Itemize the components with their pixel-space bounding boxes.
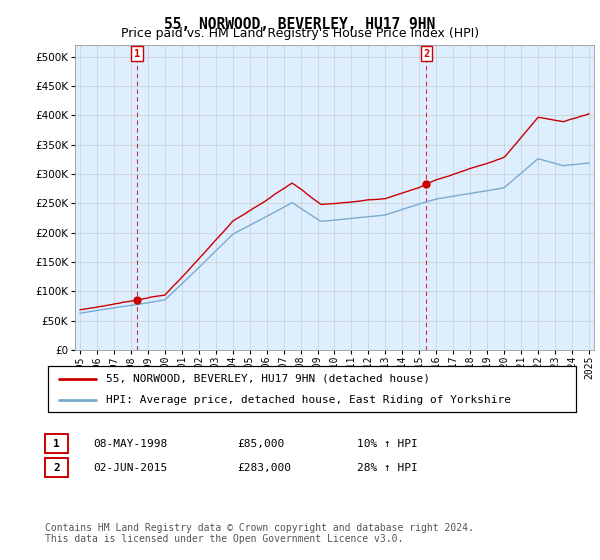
Text: 2: 2 [424, 49, 430, 59]
Text: 10% ↑ HPI: 10% ↑ HPI [357, 438, 418, 449]
Text: £85,000: £85,000 [237, 438, 284, 449]
Text: 55, NORWOOD, BEVERLEY, HU17 9HN (detached house): 55, NORWOOD, BEVERLEY, HU17 9HN (detache… [106, 374, 430, 384]
Text: Contains HM Land Registry data © Crown copyright and database right 2024.
This d: Contains HM Land Registry data © Crown c… [45, 522, 474, 544]
Text: 02-JUN-2015: 02-JUN-2015 [93, 463, 167, 473]
Text: 1: 1 [53, 438, 60, 449]
Text: £283,000: £283,000 [237, 463, 291, 473]
Text: 1: 1 [134, 49, 140, 59]
Text: HPI: Average price, detached house, East Riding of Yorkshire: HPI: Average price, detached house, East… [106, 395, 511, 405]
Text: Price paid vs. HM Land Registry's House Price Index (HPI): Price paid vs. HM Land Registry's House … [121, 27, 479, 40]
Text: 08-MAY-1998: 08-MAY-1998 [93, 438, 167, 449]
Text: 28% ↑ HPI: 28% ↑ HPI [357, 463, 418, 473]
Text: 2: 2 [53, 463, 60, 473]
Text: 55, NORWOOD, BEVERLEY, HU17 9HN: 55, NORWOOD, BEVERLEY, HU17 9HN [164, 17, 436, 32]
